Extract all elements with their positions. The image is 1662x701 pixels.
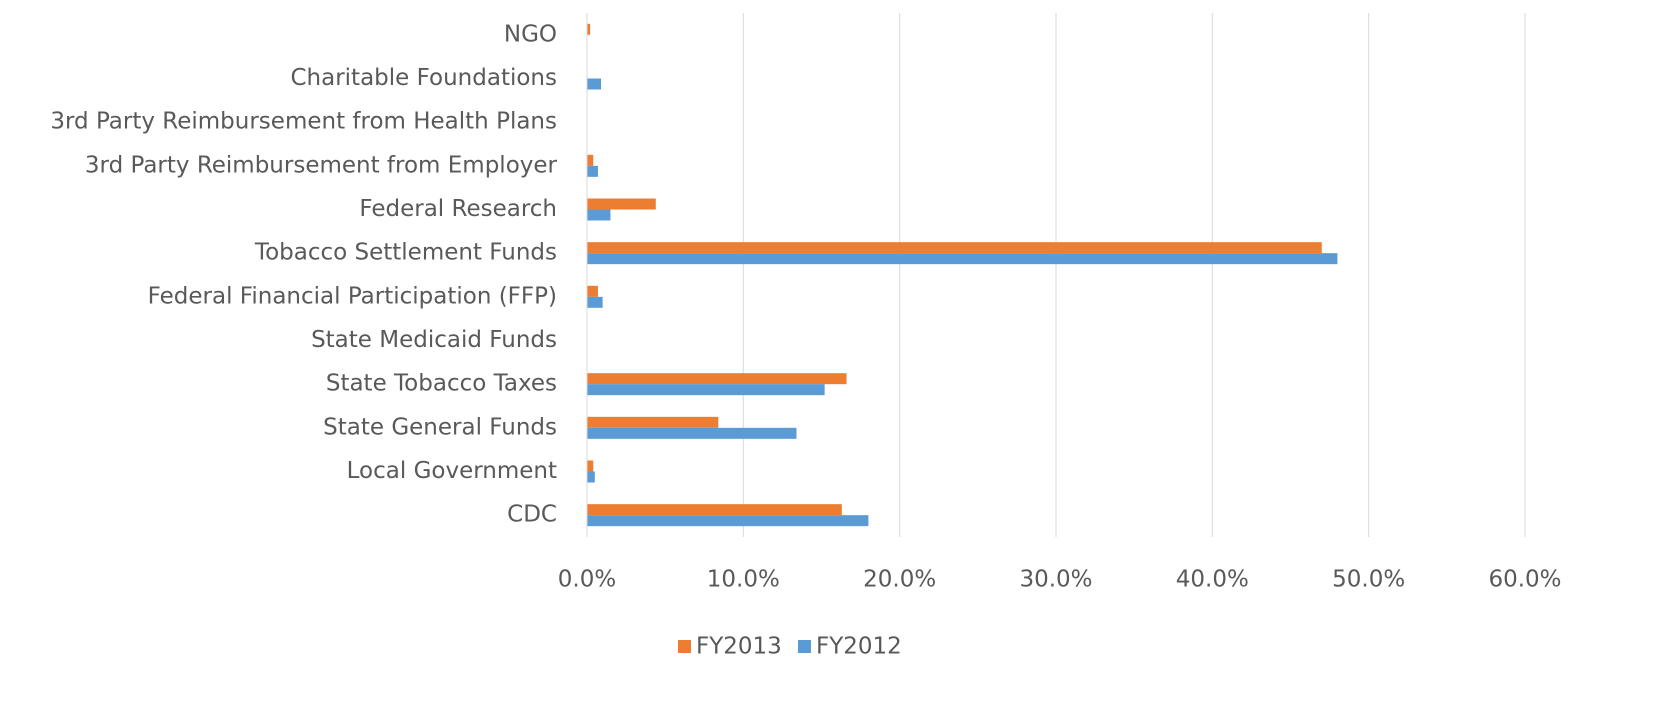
bar	[587, 460, 594, 472]
x-tick-label: 30.0%	[1019, 567, 1092, 593]
bar	[587, 296, 603, 308]
y-tick-label: NGO	[504, 21, 557, 47]
y-tick-label: State Tobacco Taxes	[326, 371, 557, 397]
legend-swatch	[678, 640, 691, 653]
y-tick-label: Tobacco Settlement Funds	[254, 240, 557, 266]
bar	[587, 165, 598, 177]
x-tick-label: 20.0%	[863, 567, 936, 593]
legend-label: FY2013	[696, 634, 782, 660]
y-tick-label: 3rd Party Reimbursement from Employer	[85, 152, 558, 178]
bar	[587, 373, 847, 385]
x-tick-label: 40.0%	[1176, 567, 1249, 593]
bar	[587, 78, 602, 90]
bar	[587, 209, 611, 221]
legend-label: FY2012	[816, 634, 902, 660]
y-tick-label: Charitable Foundations	[290, 65, 557, 91]
bar	[587, 384, 825, 396]
bar	[587, 427, 797, 439]
bar	[587, 471, 595, 483]
y-tick-label: 3rd Party Reimbursement from Health Plan…	[50, 109, 557, 135]
y-tick-label: Federal Research	[359, 196, 557, 222]
bar	[587, 253, 1338, 265]
y-tick-label: Federal Financial Participation (FFP)	[148, 283, 557, 309]
bar	[587, 242, 1322, 254]
legend-swatch	[798, 640, 811, 653]
bar	[587, 416, 719, 428]
x-tick-label: 10.0%	[707, 567, 780, 593]
y-tick-label: State General Funds	[323, 414, 557, 440]
x-tick-label: 60.0%	[1488, 567, 1561, 593]
y-tick-label: State Medicaid Funds	[311, 327, 557, 353]
bar	[587, 285, 598, 297]
bar	[587, 198, 656, 210]
bar	[587, 504, 842, 516]
bar	[587, 23, 591, 35]
bar	[587, 154, 594, 166]
y-tick-label: Local Government	[347, 458, 557, 484]
y-tick-label: CDC	[507, 502, 557, 528]
bar	[587, 515, 869, 527]
x-tick-label: 0.0%	[558, 567, 616, 593]
x-tick-label: 50.0%	[1332, 567, 1405, 593]
